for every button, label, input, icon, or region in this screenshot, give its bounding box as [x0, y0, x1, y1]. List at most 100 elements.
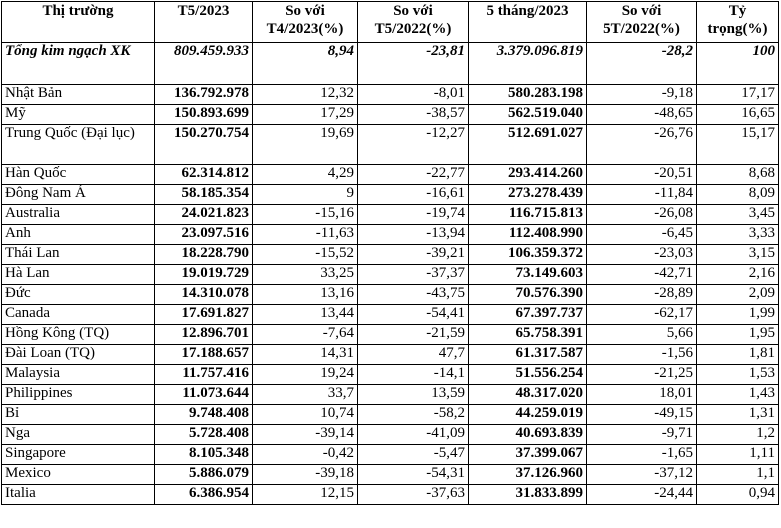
- market-name: Mỹ: [1, 104, 155, 125]
- vs-t4-value: -11,63: [252, 224, 358, 245]
- vs-5t-2022-value: -26,76: [586, 124, 697, 165]
- share-value: 15,17: [696, 124, 779, 165]
- share-value: 1,31: [696, 404, 779, 425]
- five-months-value: 40.693.839: [468, 424, 587, 445]
- vs-t4-value: 13,44: [252, 304, 358, 325]
- vs-5t-2022-value: -11,84: [586, 184, 697, 205]
- share-value: 16,65: [696, 104, 779, 125]
- vs-t4-value: -0,42: [252, 444, 358, 465]
- share-value: 3,45: [696, 204, 779, 225]
- share-value: 3,33: [696, 224, 779, 245]
- t5-value: 150.893.699: [154, 104, 253, 125]
- share-value: 1,81: [696, 344, 779, 365]
- vs-5t-2022-value: -6,45: [586, 224, 697, 245]
- vs-5t-2022-value: -21,25: [586, 364, 697, 385]
- vs-t5-2022-value: -12,27: [357, 124, 469, 165]
- vs-5t-2022-value: -48,65: [586, 104, 697, 125]
- vs-t4-value: -39,14: [252, 424, 358, 445]
- t5-value: 24.021.823: [154, 204, 253, 225]
- t5-value: 6.386.954: [154, 484, 253, 505]
- vs-t5-2022-value: -37,63: [357, 484, 469, 505]
- table-row: Canada 17.691.827 13,44 -54,41 67.397.737 -62…: [1, 304, 779, 325]
- t5-value: 8.105.348: [154, 444, 253, 465]
- vs-t5-2022-value: -38,57: [357, 104, 469, 125]
- five-months-value: 273.278.439: [468, 184, 587, 205]
- header-vs-t5-2022: So với T5/2022(%): [357, 1, 469, 43]
- vs-t5-2022-value: -5,47: [357, 444, 469, 465]
- vs-t5-2022-value: -58,2: [357, 404, 469, 425]
- table-row: Hàn Quốc 62.314.812 4,29 -22,77 293.414.260-…: [1, 164, 779, 185]
- total-share: 100: [696, 42, 779, 85]
- share-value: 0,94: [696, 484, 779, 505]
- t5-value: 19.019.729: [154, 264, 253, 285]
- total-label: Tổng kim ngạch XK: [1, 42, 155, 85]
- vs-t5-2022-value: -39,21: [357, 244, 469, 265]
- market-name: Philippines: [1, 384, 155, 405]
- vs-t4-value: 13,16: [252, 284, 358, 305]
- t5-value: 11.757.416: [154, 364, 253, 385]
- share-value: 17,17: [696, 84, 779, 105]
- market-name: Bỉ: [1, 404, 155, 425]
- vs-5t-2022-value: -1,65: [586, 444, 697, 465]
- table-row: Mexico 5.886.079 -39,18 -54,31 37.126.960 -37…: [1, 464, 779, 485]
- table-row: Philippines 11.073.644 33,7 13,59 48.317.020…: [1, 384, 779, 405]
- vs-t4-value: 33,25: [252, 264, 358, 285]
- vs-t5-2022-value: -13,94: [357, 224, 469, 245]
- vs-5t-2022-value: -28,89: [586, 284, 697, 305]
- table-row: Malaysia 11.757.416 19,24 -14,1 51.556.254 -2…: [1, 364, 779, 385]
- market-name: Malaysia: [1, 364, 155, 385]
- table-row: Đài Loan (TQ) 17.188.657 14,31 47,7 61.317.5…: [1, 344, 779, 365]
- share-value: 1,53: [696, 364, 779, 385]
- table-row: Nga 5.728.408 -39,14 -41,09 40.693.839 -9,71 1…: [1, 424, 779, 445]
- market-name: Trung Quốc (Đại lục): [1, 124, 155, 165]
- vs-5t-2022-value: -26,08: [586, 204, 697, 225]
- five-months-value: 106.359.372: [468, 244, 587, 265]
- share-value: 1,1: [696, 464, 779, 485]
- vs-5t-2022-value: -62,17: [586, 304, 697, 325]
- vs-t5-2022-value: -16,61: [357, 184, 469, 205]
- vs-t5-2022-value: -54,41: [357, 304, 469, 325]
- vs-5t-2022-value: -9,71: [586, 424, 697, 445]
- vs-t4-value: 17,29: [252, 104, 358, 125]
- table-row: Trung Quốc (Đại lục) 150.270.754 19,69 -12,…: [1, 124, 779, 165]
- market-name: Hồng Kông (TQ): [1, 324, 155, 345]
- share-value: 1,99: [696, 304, 779, 325]
- vs-5t-2022-value: -42,71: [586, 264, 697, 285]
- vs-5t-2022-value: -37,12: [586, 464, 697, 485]
- vs-t4-value: -15,16: [252, 204, 358, 225]
- share-value: 1,43: [696, 384, 779, 405]
- vs-t4-value: 12,32: [252, 84, 358, 105]
- t5-value: 12.896.701: [154, 324, 253, 345]
- table-row: Singapore 8.105.348 -0,42 -5,47 37.399.067 -1…: [1, 444, 779, 465]
- t5-value: 11.073.644: [154, 384, 253, 405]
- market-name: Singapore: [1, 444, 155, 465]
- vs-t4-value: -15,52: [252, 244, 358, 265]
- table-row: Australia 24.021.823 -15,16 -19,74 116.715.8…: [1, 204, 779, 225]
- vs-5t-2022-value: -1,56: [586, 344, 697, 365]
- t5-value: 9.748.408: [154, 404, 253, 425]
- vs-t5-2022-value: -21,59: [357, 324, 469, 345]
- market-name: Đức: [1, 284, 155, 305]
- market-name: Anh: [1, 224, 155, 245]
- table-row: Italia 6.386.954 12,15 -37,63 31.833.899 -24,…: [1, 484, 779, 505]
- five-months-value: 70.576.390: [468, 284, 587, 305]
- market-name: Hà Lan: [1, 264, 155, 285]
- share-value: 8,68: [696, 164, 779, 185]
- market-name: Đài Loan (TQ): [1, 344, 155, 365]
- vs-t5-2022-value: 47,7: [357, 344, 469, 365]
- vs-t5-2022-value: -14,1: [357, 364, 469, 385]
- t5-value: 23.097.516: [154, 224, 253, 245]
- header-market: Thị trường: [1, 1, 155, 43]
- vs-5t-2022-value: -24,44: [586, 484, 697, 505]
- five-months-value: 61.317.587: [468, 344, 587, 365]
- market-name: Italia: [1, 484, 155, 505]
- table-row: Mỹ 150.893.699 17,29 -38,57 562.519.040 -48,6…: [1, 104, 779, 125]
- share-value: 1,2: [696, 424, 779, 445]
- vs-5t-2022-value: 18,01: [586, 384, 697, 405]
- market-name: Nga: [1, 424, 155, 445]
- t5-value: 17.691.827: [154, 304, 253, 325]
- market-name: Nhật Bản: [1, 84, 155, 105]
- total-vs-t4: 8,94: [252, 42, 358, 85]
- t5-value: 14.310.078: [154, 284, 253, 305]
- header-share: Tỷ trọng(%): [696, 1, 779, 43]
